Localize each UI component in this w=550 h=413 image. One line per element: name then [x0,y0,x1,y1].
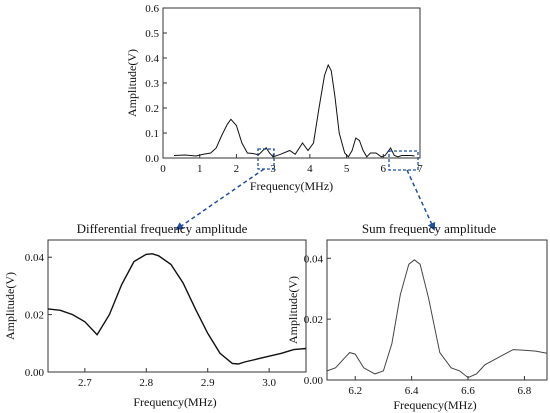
diff-connector-arrow [175,168,265,231]
main-y-tick-label: 0.1 [145,128,159,140]
main-series-line [173,63,415,158]
main-x-axis-label: Frequency(MHz) [250,179,333,193]
sum-zoom-box [388,150,419,171]
main-x-tick-label: 6 [381,163,387,175]
main-tick-labels: 0 1 2 3 4 5 6 70.00.10.20.30.40.50.6 [145,3,423,175]
main-y-tick-label: 0.6 [145,3,159,15]
sum-ticks [327,257,525,381]
main-x-tick-label: 0 [160,163,166,175]
main-y-tick-label: 0.4 [145,53,159,65]
sum-frequency-chart: Sum frequency amplitude 6.2 6.4 6.6 6.8 0.00… [286,221,548,412]
sum-series-line [326,259,548,379]
main-x-tick-label: 7 [417,163,423,175]
sum-plot-frame [326,239,548,381]
diff-ticks [48,256,270,373]
diff-x-tick-label: 2.9 [201,377,215,389]
differential-frequency-chart: Differential frequency amplitude 2.7 2.8 2… [3,221,307,409]
diff-y-tick-label: 0.02 [25,310,44,322]
diff-zoom-box [257,148,275,170]
diff-y-axis-label: Amplitude(V) [3,272,17,340]
diff-y-tick-label: 0.04 [25,252,45,264]
main-x-tick-label: 4 [307,163,313,175]
diff-chart-title: Differential frequency amplitude [77,221,248,236]
diff-tick-labels: 2.7 2.8 2.9 3.0 0.00 0.02 0.04 [25,252,277,389]
sum-x-tick-label: 6.2 [348,385,362,397]
diff-plot-frame [47,239,307,373]
main-spectrum-chart: 0 1 2 3 4 5 6 70.00.10.20.30.40.50.6 Frequency(… [125,3,423,193]
diff-y-tick-label: 0.00 [25,367,45,379]
sum-x-tick-label: 6.8 [518,385,532,397]
sum-y-tick-label: 0.02 [304,314,323,326]
diff-x-tick-label: 2.8 [139,377,153,389]
main-x-tick-label: 1 [197,163,203,175]
sum-chart-title: Sum frequency amplitude [362,221,497,236]
main-y-tick-label: 0.5 [145,28,159,40]
main-y-tick-label: 0.0 [145,153,159,165]
sum-x-axis-label: Frequency(MHz) [393,398,476,412]
main-ticks [162,7,421,159]
sum-y-tick-label: 0.04 [304,253,324,265]
main-x-tick-label: 5 [344,163,350,175]
sum-x-tick-label: 6.4 [405,385,419,397]
sum-y-axis-label: Amplitude(V) [286,276,300,344]
diff-x-axis-label: Frequency(MHz) [133,395,216,409]
diff-series-line [47,253,307,365]
diff-x-tick-label: 3.0 [262,377,276,389]
sum-y-tick-label: 0.00 [304,375,324,387]
sum-tick-labels: 6.2 6.4 6.6 6.8 0.00 0.02 0.04 [304,253,532,397]
main-y-tick-label: 0.2 [145,103,159,115]
main-y-tick-label: 0.3 [145,78,159,90]
main-plot-frame [162,7,421,159]
diff-x-tick-label: 2.7 [78,377,92,389]
main-y-axis-label: Amplitude(V) [125,49,139,117]
main-x-tick-label: 2 [234,163,240,175]
sum-connector-arrow [406,169,436,231]
sum-x-tick-label: 6.6 [461,385,475,397]
